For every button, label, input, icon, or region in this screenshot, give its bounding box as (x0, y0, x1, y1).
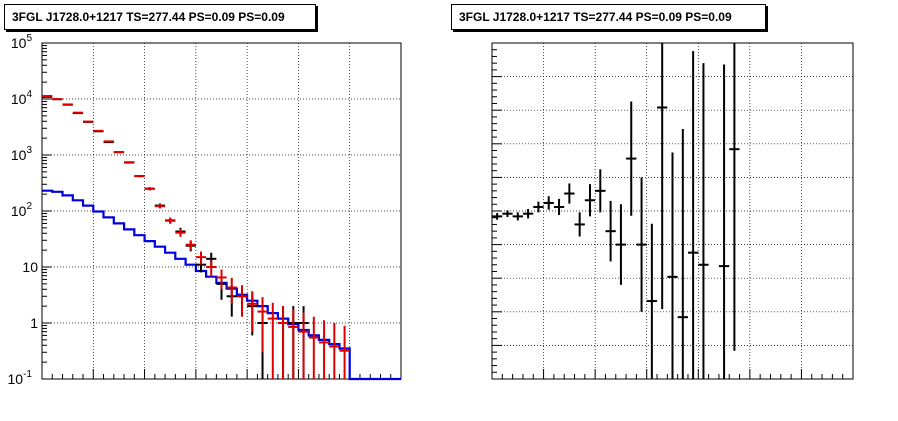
y-tick-label: 10-1 (8, 369, 33, 387)
y-tick-label-base: 1 (30, 315, 38, 331)
y-tick-label: 10 (22, 259, 38, 275)
y-tick-label: 104 (11, 89, 33, 107)
right-plot-pad (491, 42, 854, 380)
y-tick-label-base: 10 (11, 35, 27, 51)
y-tick-label: 105 (11, 33, 33, 51)
y-tick-label: 102 (11, 201, 33, 219)
left-plot-title: 3FGL J1728.0+1217 TS=277.44 PS=0.09 PS=0… (4, 4, 316, 30)
y-tick-label: 1 (30, 315, 38, 331)
y-tick-label-exponent: 5 (26, 33, 32, 44)
model-line-series (42, 189, 401, 381)
y-tick-label: 103 (11, 145, 33, 163)
y-tick-label-base: 10 (8, 371, 24, 387)
right-plot-title: 3FGL J1728.0+1217 TS=277.44 PS=0.09 PS=0… (451, 4, 766, 30)
y-tick-label-exponent: -1 (23, 369, 32, 380)
y-tick-label-exponent: 4 (26, 89, 32, 100)
y-tick-label-exponent: 3 (26, 145, 32, 156)
y-tick-label-base: 10 (22, 259, 38, 275)
y-tick-label-base: 10 (11, 91, 27, 107)
y-tick-label-base: 10 (11, 147, 27, 163)
y-tick-label-base: 10 (11, 203, 27, 219)
y-tick-label-exponent: 2 (26, 201, 32, 212)
